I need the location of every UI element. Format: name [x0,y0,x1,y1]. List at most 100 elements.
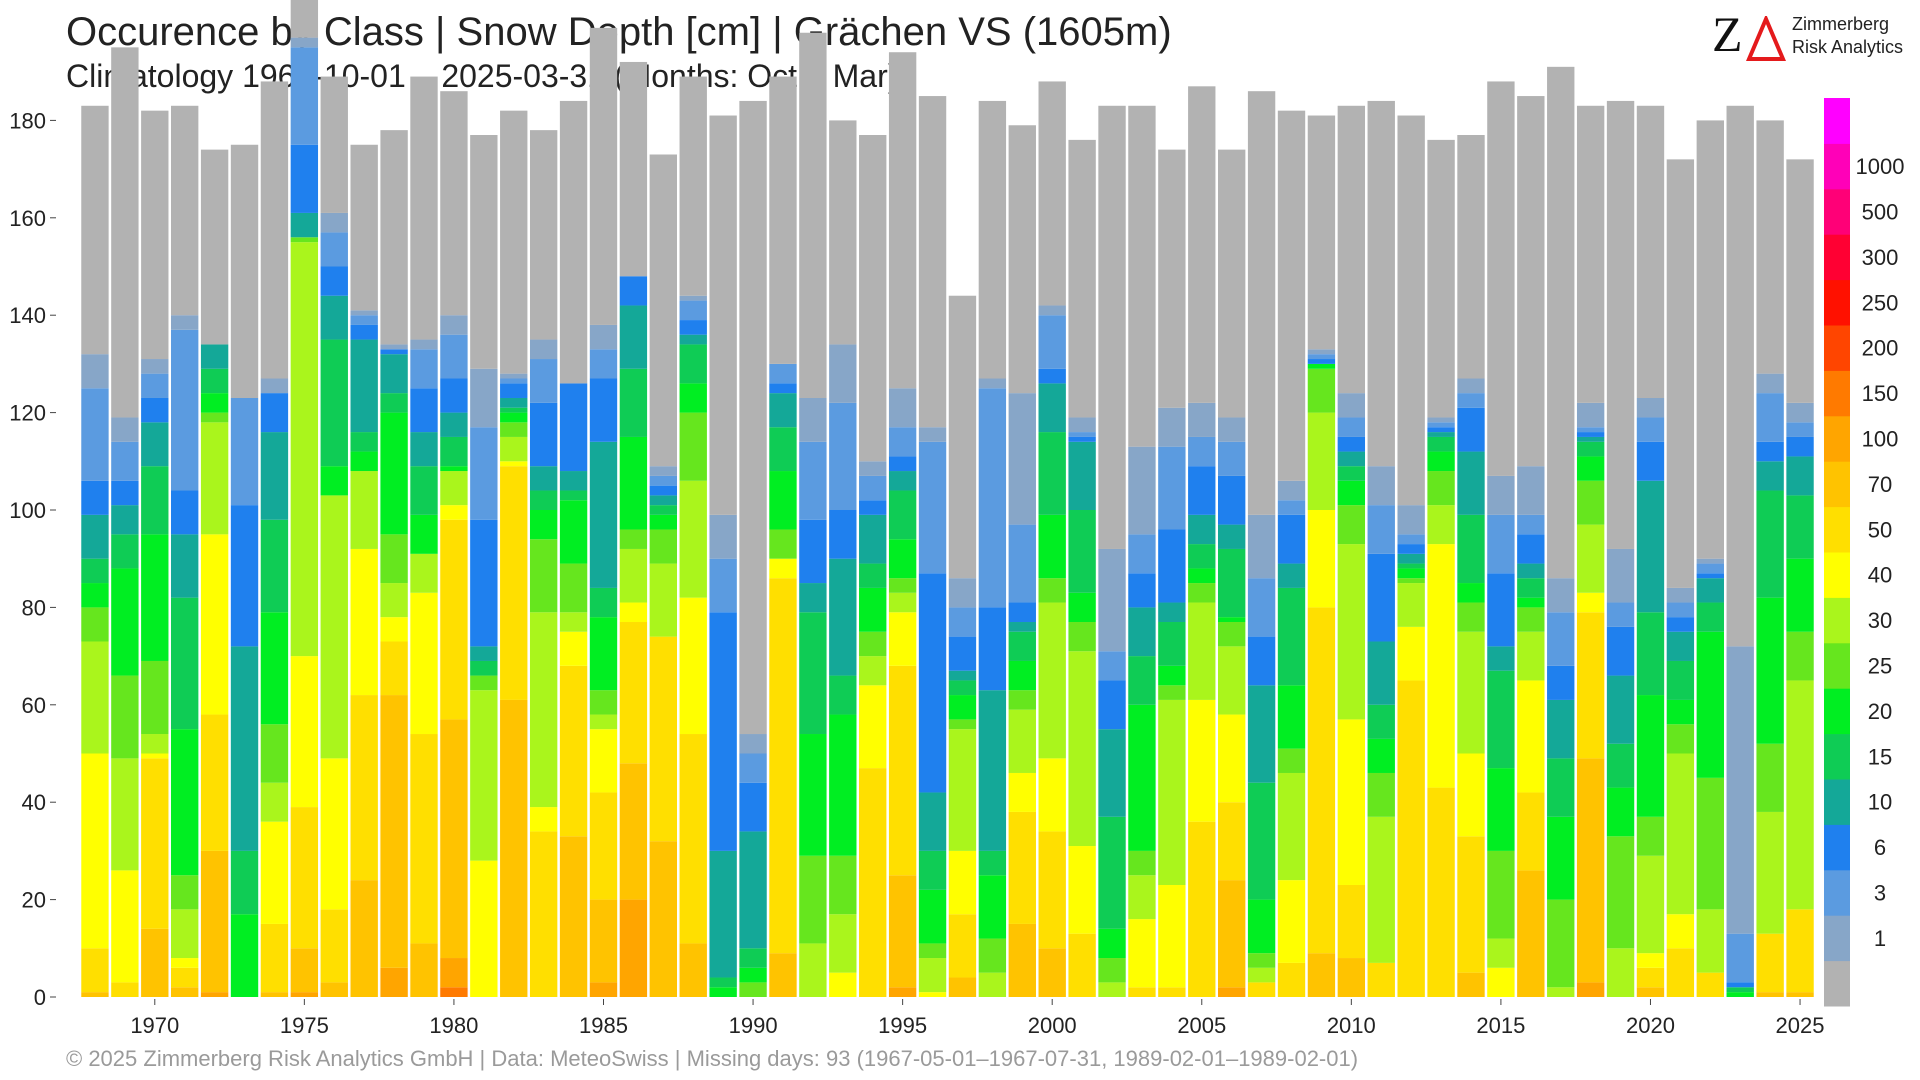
season-bar-2000 [1038,81,1066,997]
bar-segment [440,378,468,413]
bar-segment [81,641,109,754]
bar-segment [1636,417,1665,442]
bar-segment [619,899,648,997]
bar-segment [888,471,917,491]
bar-segment [799,32,827,398]
bar-segment [500,699,528,997]
bar-segment [260,923,289,993]
bar-segment [171,875,199,910]
bar-segment [1576,402,1605,428]
bar-segment [141,753,169,759]
bar-segment [559,631,588,666]
legend-swatch [1824,188,1850,235]
bar-segment [230,646,259,851]
legend-swatch [1824,461,1850,508]
bar-segment [918,943,947,959]
legend-swatch [1824,279,1850,326]
bar-segment [1188,583,1216,603]
bar-segment [1068,846,1096,934]
y-tick-label: 120 [9,401,46,426]
bar-segment [1487,646,1515,671]
bar-segment [649,514,677,530]
legend-swatch [1824,824,1850,871]
bar-segment [1068,139,1096,418]
bar-segment [440,91,468,316]
season-bar-2015 [1487,81,1515,997]
bar-segment [1487,573,1515,647]
legend-swatch [1824,370,1850,417]
bar-segment [1517,870,1545,997]
bar-segment [948,850,977,915]
bar-segment [1218,880,1246,988]
bar-segment [470,519,498,647]
bar-segment [1487,850,1515,939]
season-bar-1992 [799,32,827,997]
bar-segment [1696,563,1724,574]
bar-segment [1397,626,1425,681]
bar-segment [1636,695,1665,817]
bar-segment [1277,748,1306,773]
legend-swatch [1824,915,1850,962]
bar-segment [1576,436,1605,442]
bar-segment [320,982,348,997]
bar-segment [769,427,797,472]
bar-segment [1277,587,1306,686]
bar-segment [1218,475,1246,525]
bar-segment [619,548,648,603]
bar-segment [888,612,917,666]
season-bar-1987 [649,154,677,997]
bar-segment [1487,514,1515,574]
bar-segment [799,734,827,856]
bar-segment [739,982,767,997]
bar-segment [1337,958,1366,997]
bar-segment [1666,914,1695,949]
bar-segment [918,573,947,793]
bar-segment [1218,417,1246,442]
bar-segment [1277,563,1306,588]
bar-segment [1068,417,1096,433]
bar-segment [1576,612,1605,759]
bar-segment [1696,909,1724,973]
bar-segment [1337,544,1366,720]
bar-segment [1128,850,1156,876]
bar-segment [1606,787,1635,837]
bar-segment [81,753,109,949]
bar-segment [589,690,618,715]
bar-segment [948,729,977,851]
bar-segment [1128,105,1156,447]
bar-segment [619,763,648,900]
bar-segment [1636,441,1665,481]
bar-segment [1337,884,1366,959]
bar-segment [1098,651,1126,681]
bar-segment [350,310,378,316]
bar-segment [829,402,857,510]
bar-segment [709,612,737,851]
bar-segment [1786,558,1814,632]
bar-segment [1247,636,1276,686]
bar-segment [1337,466,1366,481]
season-bar-1985 [589,27,618,997]
bar-segment [739,967,767,983]
bar-segment [589,714,618,730]
bar-segment [81,558,109,584]
bar-segment [1666,660,1695,700]
bar-segment [1158,685,1186,700]
bar-segment [1397,583,1425,627]
bar-segment [470,135,498,369]
bar-segment [1666,587,1695,603]
bar-segment [1158,884,1186,988]
bar-segment [709,558,737,613]
season-bar-1971 [171,105,199,997]
bar-segment [1218,802,1246,881]
bar-segment [81,105,109,355]
bar-segment [1517,578,1545,598]
bar-segment [619,368,648,437]
bar-segment [1457,378,1485,394]
bar-segment [380,583,408,618]
bar-segment [1247,782,1276,900]
bar-segment [1636,987,1665,997]
bar-segment [410,76,438,340]
bar-segment [1457,407,1485,452]
bar-segment [440,334,468,379]
bar-segment [1606,100,1635,549]
